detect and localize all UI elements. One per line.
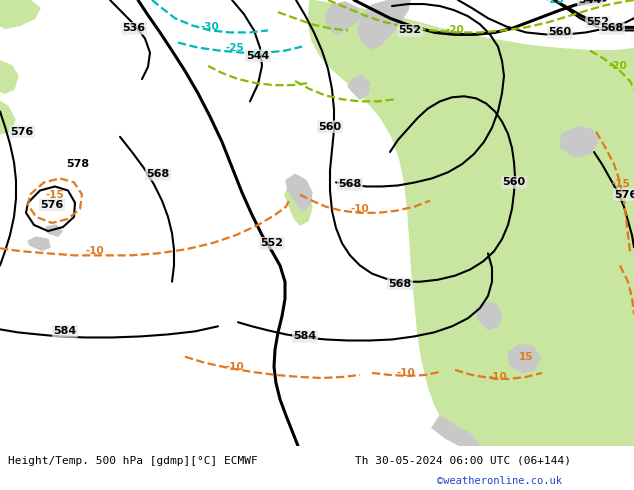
Text: 568: 568 — [389, 279, 411, 289]
Text: -15: -15 — [46, 190, 65, 199]
Polygon shape — [0, 101, 15, 134]
Text: ©weatheronline.co.uk: ©weatheronline.co.uk — [437, 476, 562, 486]
Text: -15: -15 — [612, 179, 630, 190]
Polygon shape — [0, 0, 40, 28]
Text: 568: 568 — [339, 179, 361, 190]
Text: 576: 576 — [41, 200, 63, 210]
Text: 552: 552 — [586, 17, 609, 27]
Text: 560: 560 — [318, 122, 342, 132]
Polygon shape — [560, 127, 598, 157]
Text: 578: 578 — [67, 159, 89, 169]
Text: -25: -25 — [226, 43, 244, 52]
Polygon shape — [508, 344, 540, 373]
Polygon shape — [308, 0, 634, 446]
Polygon shape — [0, 61, 18, 93]
Polygon shape — [348, 76, 370, 99]
Text: 576: 576 — [10, 127, 34, 137]
Polygon shape — [358, 0, 410, 49]
Text: -20: -20 — [446, 25, 464, 35]
Text: 560: 560 — [502, 177, 526, 187]
Text: 544: 544 — [247, 51, 269, 61]
Text: 568: 568 — [600, 24, 624, 33]
Text: Height/Temp. 500 hPa [gdmp][°C] ECMWF: Height/Temp. 500 hPa [gdmp][°C] ECMWF — [8, 456, 257, 466]
Polygon shape — [325, 2, 360, 34]
Text: 536: 536 — [122, 24, 146, 33]
Text: -10: -10 — [226, 362, 244, 372]
Polygon shape — [476, 302, 502, 329]
Text: -10: -10 — [397, 368, 415, 378]
Polygon shape — [28, 237, 50, 250]
Text: 560: 560 — [548, 27, 572, 37]
Text: 568: 568 — [146, 170, 170, 179]
Text: Th 30-05-2024 06:00 UTC (06+144): Th 30-05-2024 06:00 UTC (06+144) — [355, 456, 571, 466]
Polygon shape — [432, 416, 480, 446]
Text: 552: 552 — [399, 25, 422, 35]
Text: 576: 576 — [614, 190, 634, 199]
Text: 584: 584 — [53, 326, 77, 336]
Text: -10: -10 — [86, 246, 105, 256]
Text: -10: -10 — [351, 204, 370, 214]
Polygon shape — [286, 174, 312, 211]
Text: -10: -10 — [489, 372, 507, 382]
Text: -25: -25 — [546, 0, 564, 5]
Text: 544: 544 — [578, 0, 602, 5]
Text: -30: -30 — [200, 23, 219, 32]
Polygon shape — [285, 182, 312, 225]
Text: 15: 15 — [519, 352, 533, 362]
Text: 584: 584 — [294, 331, 316, 342]
Polygon shape — [46, 225, 62, 236]
Text: -20: -20 — [609, 61, 628, 71]
Text: 552: 552 — [261, 238, 283, 248]
